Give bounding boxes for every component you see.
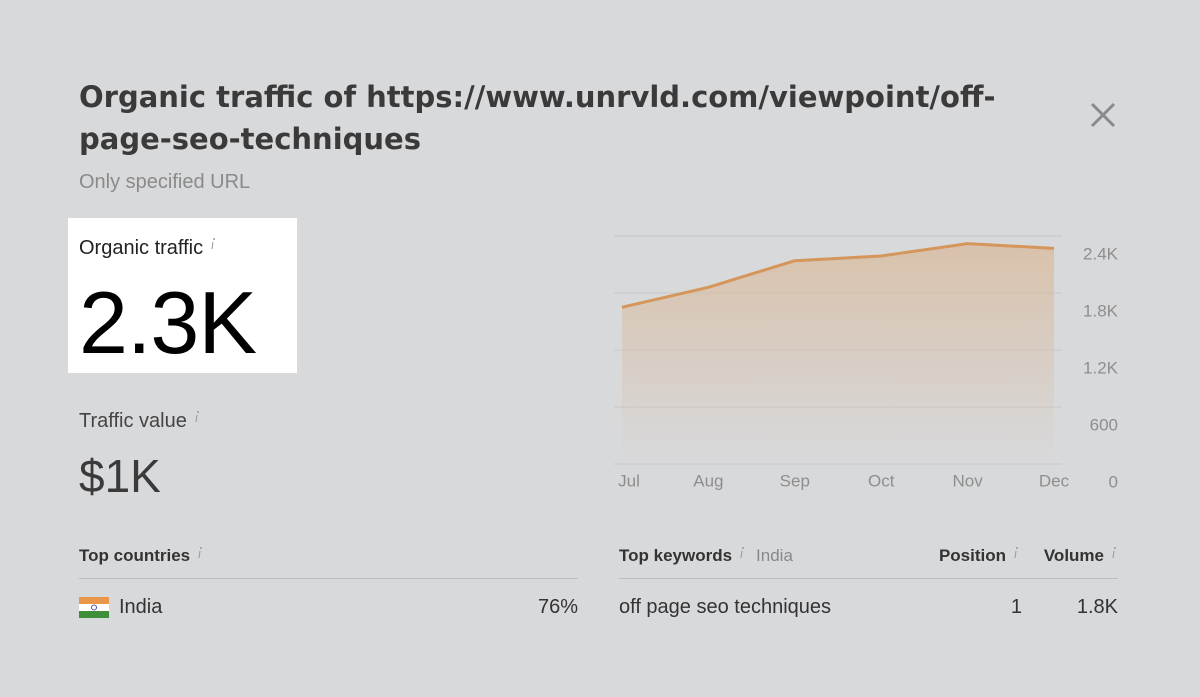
metric-label-text: Organic traffic [79, 237, 204, 259]
metric-value: $1K [79, 450, 161, 502]
line [621, 242, 1055, 309]
table-header: Top countries [79, 546, 204, 566]
subtitle: Only specified URL [79, 171, 251, 193]
info-icon [1014, 547, 1018, 558]
divider [619, 578, 1118, 579]
header-text: Top countries [79, 546, 191, 565]
metric-label-text: Traffic value [79, 410, 187, 432]
x-tick-label: Jul [618, 471, 640, 490]
chart: 0 600 1.2K 1.8K 2.4K Jul Aug Sep Oct Nov Dec [614, 235, 1119, 491]
close-button[interactable] [1090, 102, 1116, 128]
y-tick-label: 600 [1090, 415, 1118, 434]
country-name[interactable]: India [119, 596, 163, 618]
flag-icon [79, 597, 109, 618]
x-tick-label: Sep [780, 471, 810, 490]
info-icon [740, 547, 745, 558]
filter-text: India [756, 546, 793, 565]
metric-value: 2.3K [79, 273, 257, 372]
country-share: 76% [537, 596, 578, 618]
x-tick-label: Nov [952, 471, 983, 490]
x-tick-label: Oct [868, 471, 895, 490]
info-icon [195, 411, 199, 422]
info-icon [211, 238, 216, 249]
table-header: Top keywords India [619, 546, 793, 566]
info-icon [198, 547, 203, 558]
keyword[interactable]: off page seo techniques [619, 596, 832, 618]
area [622, 243, 1054, 464]
highlight-box [68, 218, 297, 373]
header-text: Top keywords [619, 546, 733, 565]
metric-label: Organic traffic [79, 237, 217, 260]
keyword-volume: 1.8K [1076, 596, 1118, 618]
y-tick-label: 2.4K [1083, 244, 1119, 263]
column-header: Position [939, 546, 1020, 566]
keyword-position: 1 [1010, 596, 1022, 618]
column-header: Volume [1044, 546, 1118, 566]
y-tick-label: 0 [1109, 472, 1118, 491]
info-icon [1112, 547, 1116, 558]
x-tick-label: Dec [1039, 471, 1070, 490]
metric-label: Traffic value [79, 410, 201, 433]
y-tick-label: 1.8K [1083, 301, 1119, 320]
modal-title: Organic traffic of https://www.unrvld.co… [79, 80, 996, 156]
divider [79, 578, 578, 579]
x-tick-label: Aug [693, 471, 723, 490]
y-tick-label: 1.2K [1083, 358, 1119, 377]
header-text: Position [938, 546, 1006, 565]
header-text: Volume [1043, 546, 1104, 565]
